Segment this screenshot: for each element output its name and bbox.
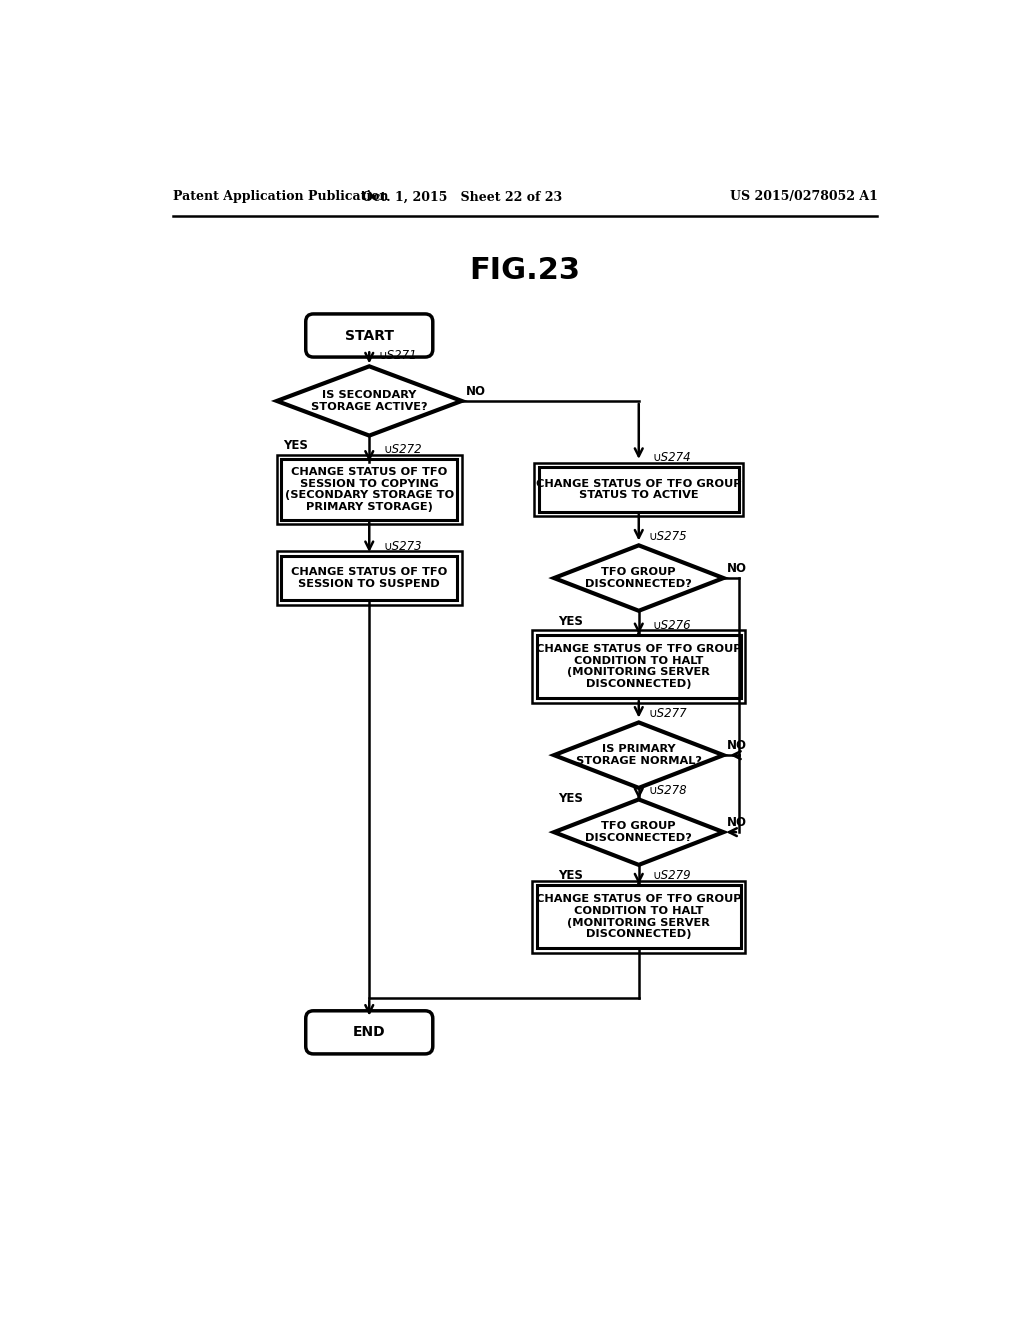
- Text: ∪S275: ∪S275: [648, 529, 687, 543]
- Bar: [537, 886, 740, 948]
- Text: ∪S279: ∪S279: [652, 869, 691, 882]
- FancyBboxPatch shape: [306, 1011, 433, 1053]
- Text: TFO GROUP
DISCONNECTED?: TFO GROUP DISCONNECTED?: [586, 568, 692, 589]
- Text: END: END: [353, 1026, 386, 1039]
- Bar: [276, 552, 462, 605]
- Text: CHANGE STATUS OF TFO GROUP
CONDITION TO HALT
(MONITORING SERVER
DISCONNECTED): CHANGE STATUS OF TFO GROUP CONDITION TO …: [536, 644, 741, 689]
- Text: ∪S278: ∪S278: [648, 784, 687, 797]
- Text: ∪S272: ∪S272: [383, 444, 422, 457]
- Text: FIG.23: FIG.23: [469, 256, 581, 285]
- Text: START: START: [345, 329, 394, 342]
- Text: CHANGE STATUS OF TFO
SESSION TO COPYING
(SECONDARY STORAGE TO
PRIMARY STORAGE): CHANGE STATUS OF TFO SESSION TO COPYING …: [285, 467, 454, 512]
- Bar: [535, 462, 743, 516]
- Text: NO: NO: [727, 562, 748, 576]
- Text: YES: YES: [283, 440, 307, 453]
- Text: CHANGE STATUS OF TFO GROUP
CONDITION TO HALT
(MONITORING SERVER
DISCONNECTED): CHANGE STATUS OF TFO GROUP CONDITION TO …: [536, 895, 741, 940]
- Text: YES: YES: [558, 615, 584, 628]
- Polygon shape: [554, 545, 724, 611]
- Polygon shape: [554, 800, 724, 865]
- Text: IS PRIMARY
STORAGE NORMAL?: IS PRIMARY STORAGE NORMAL?: [575, 744, 701, 766]
- Text: Patent Application Publication: Patent Application Publication: [173, 190, 388, 203]
- Text: NO: NO: [727, 816, 748, 829]
- Bar: [532, 880, 745, 953]
- Bar: [282, 556, 457, 601]
- FancyBboxPatch shape: [306, 314, 433, 358]
- Text: YES: YES: [558, 792, 584, 805]
- Text: NO: NO: [466, 385, 485, 399]
- Text: Oct. 1, 2015   Sheet 22 of 23: Oct. 1, 2015 Sheet 22 of 23: [361, 190, 562, 203]
- Text: ∪S273: ∪S273: [383, 540, 422, 553]
- Text: CHANGE STATUS OF TFO GROUP
STATUS TO ACTIVE: CHANGE STATUS OF TFO GROUP STATUS TO ACT…: [536, 479, 741, 500]
- Bar: [537, 635, 740, 698]
- Text: TFO GROUP
DISCONNECTED?: TFO GROUP DISCONNECTED?: [586, 821, 692, 843]
- Text: NO: NO: [727, 739, 748, 752]
- Text: US 2015/0278052 A1: US 2015/0278052 A1: [729, 190, 878, 203]
- Text: ∪S274: ∪S274: [652, 451, 691, 465]
- Polygon shape: [276, 367, 462, 436]
- Bar: [282, 459, 457, 520]
- Bar: [532, 631, 745, 702]
- Bar: [276, 455, 462, 524]
- Polygon shape: [554, 722, 724, 788]
- Text: ∪S277: ∪S277: [648, 706, 687, 719]
- Bar: [539, 467, 739, 512]
- Text: ∪S271: ∪S271: [379, 350, 417, 363]
- Text: YES: YES: [558, 869, 584, 882]
- Text: ∪S276: ∪S276: [652, 619, 691, 632]
- Text: CHANGE STATUS OF TFO
SESSION TO SUSPEND: CHANGE STATUS OF TFO SESSION TO SUSPEND: [291, 568, 447, 589]
- Text: IS SECONDARY
STORAGE ACTIVE?: IS SECONDARY STORAGE ACTIVE?: [311, 391, 427, 412]
